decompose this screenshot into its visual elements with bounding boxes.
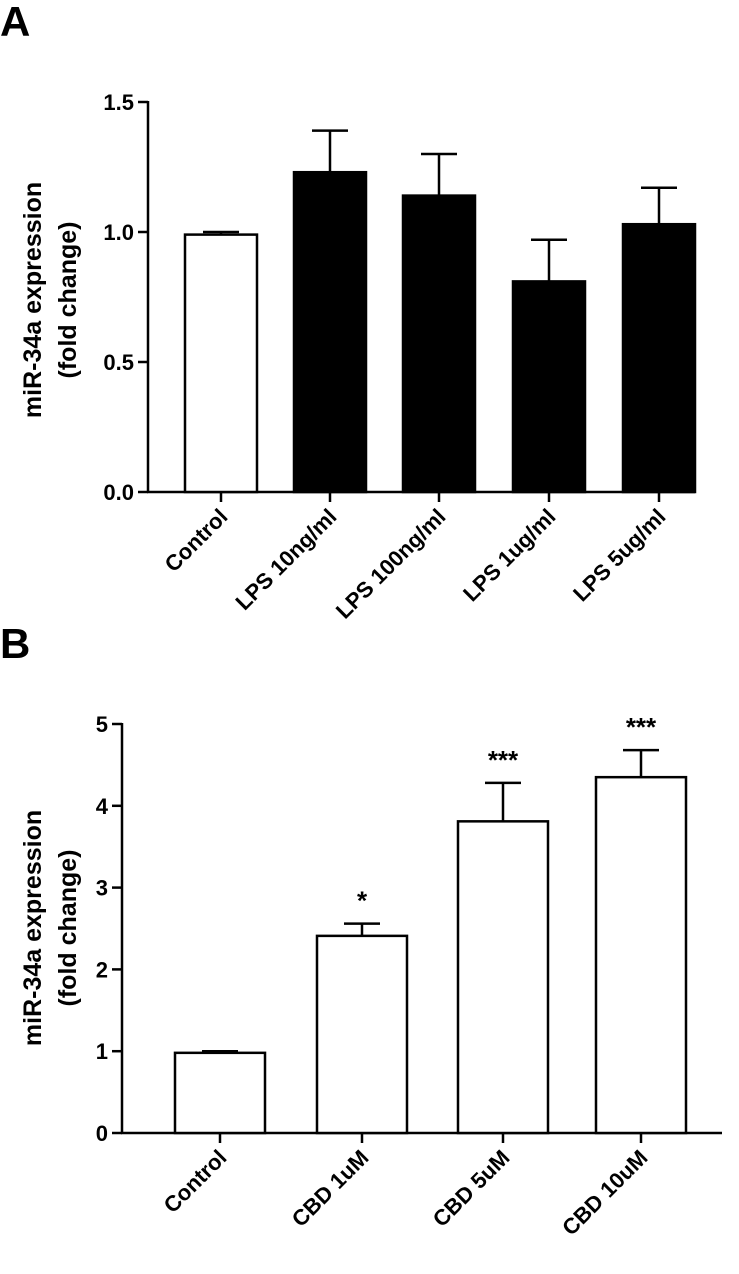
panel-a: A miR-34a expression (fold change) 0.0 0.…	[0, 0, 697, 624]
significance-label: *	[357, 886, 368, 916]
panel-letter-a: A	[0, 0, 30, 45]
category-label: LPS 10ng/ml	[230, 504, 341, 615]
significance-label: ***	[488, 745, 519, 775]
category-label: Control	[160, 504, 233, 577]
y-axis-title-a-line2: (fold change)	[54, 222, 82, 379]
significance-label: ***	[626, 712, 657, 742]
bar	[621, 222, 697, 494]
panel-b: B miR-34a expression (fold change) 0 1 2 3 4…	[0, 620, 722, 1240]
y-tick-label: 0.5	[103, 350, 134, 375]
bar	[456, 820, 550, 1135]
y-tick-label: 1.5	[103, 90, 134, 115]
y-tick-label: 4	[96, 794, 109, 819]
category-label: CBD 10uM	[557, 1145, 652, 1240]
bar	[183, 233, 259, 494]
panel-letter-b: B	[0, 620, 30, 667]
bar	[173, 1051, 267, 1135]
y-tick-label: 1.0	[103, 220, 134, 245]
y-axis-title-a-line1: miR-34a expression	[19, 182, 47, 418]
bar	[292, 170, 368, 494]
y-axis-title-b-line2: (fold change)	[54, 850, 82, 1007]
category-label: LPS 5ug/ml	[568, 504, 670, 606]
y-tick-label: 0.0	[103, 480, 134, 505]
bar	[511, 280, 587, 494]
category-label: Control	[159, 1145, 232, 1218]
y-tick-label: 0	[96, 1121, 108, 1146]
category-label: CBD 5uM	[428, 1145, 515, 1232]
y-tick-label: 1	[96, 1039, 108, 1064]
y-axis-title-b-line1: miR-34a expression	[19, 810, 47, 1046]
y-tick-label: 3	[96, 876, 108, 901]
category-label: CBD 1uM	[287, 1145, 374, 1232]
y-tick-label: 2	[96, 957, 108, 982]
bar	[315, 934, 409, 1135]
bar	[401, 194, 477, 494]
bar	[594, 775, 688, 1135]
category-label: LPS 100ng/ml	[331, 504, 451, 624]
category-label: LPS 1ug/ml	[458, 504, 560, 606]
y-tick-label: 5	[96, 712, 108, 737]
